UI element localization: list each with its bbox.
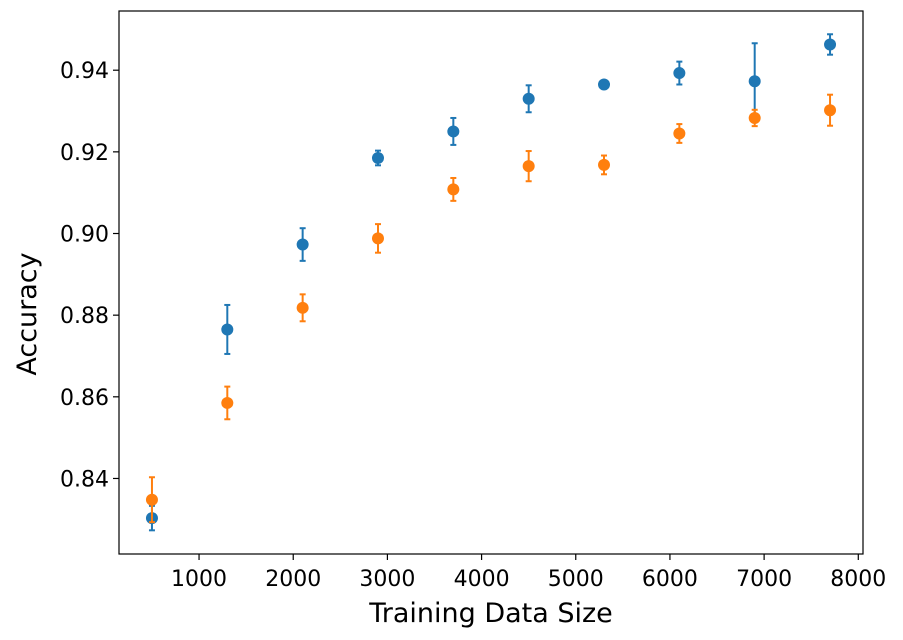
data-point xyxy=(447,183,460,196)
data-point xyxy=(673,67,686,80)
data-point xyxy=(824,38,837,51)
series-2 xyxy=(145,93,837,524)
data-point xyxy=(447,125,460,138)
y-axis-ticks: 0.84 0.86 0.88 0.90 0.92 0.94 xyxy=(60,59,119,492)
y-tick-label: 0.84 xyxy=(60,467,109,492)
data-series-layer xyxy=(145,33,837,532)
x-axis-label: Training Data Size xyxy=(368,598,613,629)
data-point xyxy=(522,160,535,173)
y-tick-label: 0.90 xyxy=(60,223,109,248)
x-axis-ticks: 1000 2000 3000 4000 5000 6000 7000 8000 xyxy=(171,554,886,592)
data-point xyxy=(824,104,837,117)
plot-area-frame xyxy=(118,10,864,555)
data-point xyxy=(673,127,686,140)
x-tick-label: 5000 xyxy=(548,567,604,592)
y-tick-label: 0.92 xyxy=(60,141,109,166)
y-axis-label: Accuracy xyxy=(12,252,43,375)
data-point xyxy=(296,238,309,251)
x-tick-label: 6000 xyxy=(642,567,698,592)
series-1 xyxy=(145,33,837,532)
data-point xyxy=(748,75,761,88)
data-point xyxy=(145,493,158,506)
data-point xyxy=(371,151,384,164)
data-point xyxy=(598,78,611,91)
x-tick-label: 1000 xyxy=(171,567,227,592)
data-point xyxy=(221,323,234,336)
y-tick-label: 0.86 xyxy=(60,386,109,411)
y-tick-label: 0.88 xyxy=(60,304,109,329)
x-tick-label: 7000 xyxy=(736,567,792,592)
x-tick-label: 2000 xyxy=(265,567,321,592)
data-point xyxy=(598,158,611,171)
y-tick-label: 0.94 xyxy=(60,59,109,84)
x-tick-label: 3000 xyxy=(359,567,415,592)
data-point xyxy=(522,92,535,105)
data-point xyxy=(371,232,384,245)
data-point xyxy=(221,396,234,409)
data-point xyxy=(748,111,761,124)
x-tick-label: 8000 xyxy=(830,567,886,592)
data-point xyxy=(296,301,309,314)
x-tick-label: 4000 xyxy=(454,567,510,592)
